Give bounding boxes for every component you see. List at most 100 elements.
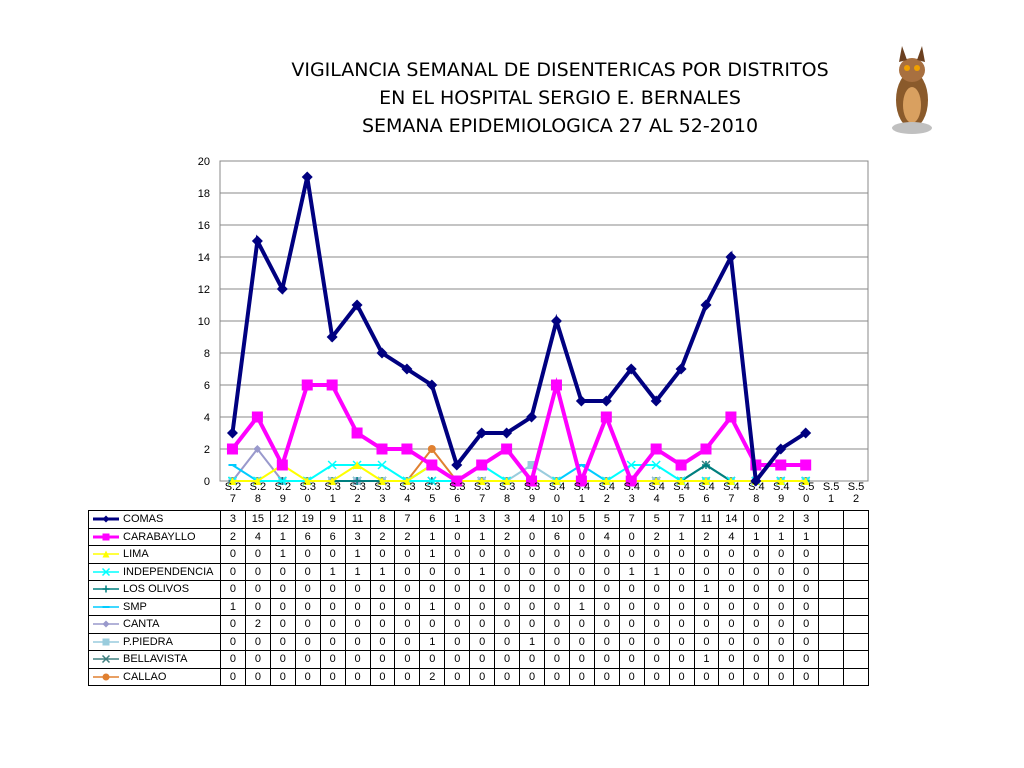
table-cell: 0: [294, 580, 321, 599]
marker: [700, 299, 712, 311]
series-line: [230, 176, 807, 487]
y-tick-label: 2: [204, 444, 210, 456]
legend-key: [93, 550, 119, 558]
marker: [427, 476, 437, 486]
marker: [102, 533, 110, 541]
table-cell: 0: [718, 562, 745, 581]
x-tick-label: S.46: [698, 481, 715, 505]
table-cell: 1: [269, 527, 296, 546]
table-row: LOS OLIVOS 0 0 0 0 0 0 0 0 0 0 0 0 0 0 0 0 0 0 0 1 0 0 0 0: [88, 580, 869, 599]
table-cell: 12: [269, 510, 296, 529]
table-cell: 0: [668, 562, 695, 581]
table-cell: 3: [494, 510, 521, 529]
table-cell: 0: [319, 650, 346, 669]
table-cell: 0: [319, 597, 346, 616]
table-cell: 0: [369, 597, 396, 616]
marker: [251, 411, 263, 423]
table-cell: 0: [469, 650, 496, 669]
table-cell: 0: [469, 580, 496, 599]
table-cell: 0: [469, 597, 496, 616]
table-cell: 1: [768, 527, 795, 546]
empty-cell: [818, 632, 845, 651]
table-cell: 2: [419, 667, 446, 686]
x-tick-label: S.31: [324, 481, 341, 505]
table-cell: 0: [593, 580, 620, 599]
legend-label: P.PIEDRA: [123, 635, 173, 648]
table-cell: 0: [220, 580, 246, 599]
table-cell: 0: [269, 632, 296, 651]
marker: [351, 299, 363, 311]
table-cell: 0: [494, 562, 521, 581]
table-cell: 0: [543, 615, 570, 634]
marker: [775, 459, 787, 471]
marker: [451, 475, 463, 487]
table-cell: 0: [294, 632, 321, 651]
table-cell: 0: [793, 650, 820, 669]
table-cell: 0: [369, 580, 396, 599]
table-cell: 11: [344, 510, 371, 529]
y-tick-label: 4: [204, 412, 210, 424]
table-cell: 0: [543, 667, 570, 686]
table-cell: 0: [618, 545, 645, 564]
x-tick-label: S.43: [623, 481, 640, 505]
empty-cell: [843, 527, 869, 546]
x-tick-label: S.37: [473, 481, 491, 505]
table-cell: 0: [743, 632, 770, 651]
marker: [527, 461, 536, 469]
empty-cell: [843, 615, 869, 634]
marker: [677, 477, 686, 485]
x-tick-label: S.30: [299, 481, 316, 505]
table-cell: 0: [369, 667, 396, 686]
x-tick-label: S.36: [449, 481, 466, 505]
table-cell: 2: [643, 527, 670, 546]
title-line: EN EL HOSPITAL SERGIO E. BERNALES: [379, 87, 741, 109]
table-cell: 0: [543, 632, 570, 651]
table-cell: 3: [469, 510, 496, 529]
table-cell: 0: [319, 632, 346, 651]
table-cell: 0: [269, 650, 296, 669]
empty-cell: [843, 650, 869, 669]
x-tick-label: S.50: [797, 481, 815, 505]
x-tick-label: S.32: [349, 481, 366, 505]
table-cell: 6: [319, 527, 346, 546]
table-cell: 2: [494, 527, 521, 546]
table-cell: 0: [543, 580, 570, 599]
table-cell: 1: [344, 562, 371, 581]
table-cell: 0: [793, 615, 820, 634]
y-tick-label: 14: [198, 252, 210, 264]
marker: [700, 443, 712, 455]
table-cell: 0: [543, 597, 570, 616]
table-cell: 0: [394, 562, 421, 581]
table-cell: 0: [519, 562, 545, 581]
data-table: S.27 S.28 S.29 S.30 S.31 S.32 S.33 S.34 S.35 S.36…: [88, 481, 869, 686]
corner: [89, 481, 221, 511]
table-cell: 0: [793, 667, 820, 686]
table-row: P.PIEDRA 0 0 0 0 0 0 0 0 1 0 0 0 1 0 0 0 0 0 0 0 0 0 0 0: [88, 632, 869, 651]
table-cell: 0: [718, 650, 745, 669]
marker: [402, 477, 411, 485]
table-cell: 0: [768, 562, 795, 581]
table-cell: 0: [444, 667, 471, 686]
y-tick-label: 18: [198, 188, 210, 200]
table-cell: 2: [244, 615, 271, 634]
table-cell: 7: [394, 510, 421, 529]
table-cell: 0: [319, 545, 346, 564]
table-cell: 5: [643, 510, 670, 529]
table-cell: 0: [618, 597, 645, 616]
x-tick-label: S.52: [847, 481, 865, 505]
title-line: VIGILANCIA SEMANAL DE DISENTERICAS POR D…: [291, 59, 829, 81]
x-tick-label: S.29: [274, 481, 292, 505]
y-tick-label: 10: [198, 316, 210, 328]
marker: [102, 585, 110, 593]
table-cell: 0: [743, 545, 770, 564]
x-tick-label: S.49: [772, 481, 790, 505]
table-cell: 14: [718, 510, 745, 529]
table-cell: 0: [220, 632, 246, 651]
marker: [625, 475, 637, 487]
marker: [726, 477, 735, 485]
table-cell: 0: [294, 615, 321, 634]
marker: [602, 477, 611, 485]
marker: [301, 171, 313, 183]
table-cell: 0: [269, 580, 296, 599]
